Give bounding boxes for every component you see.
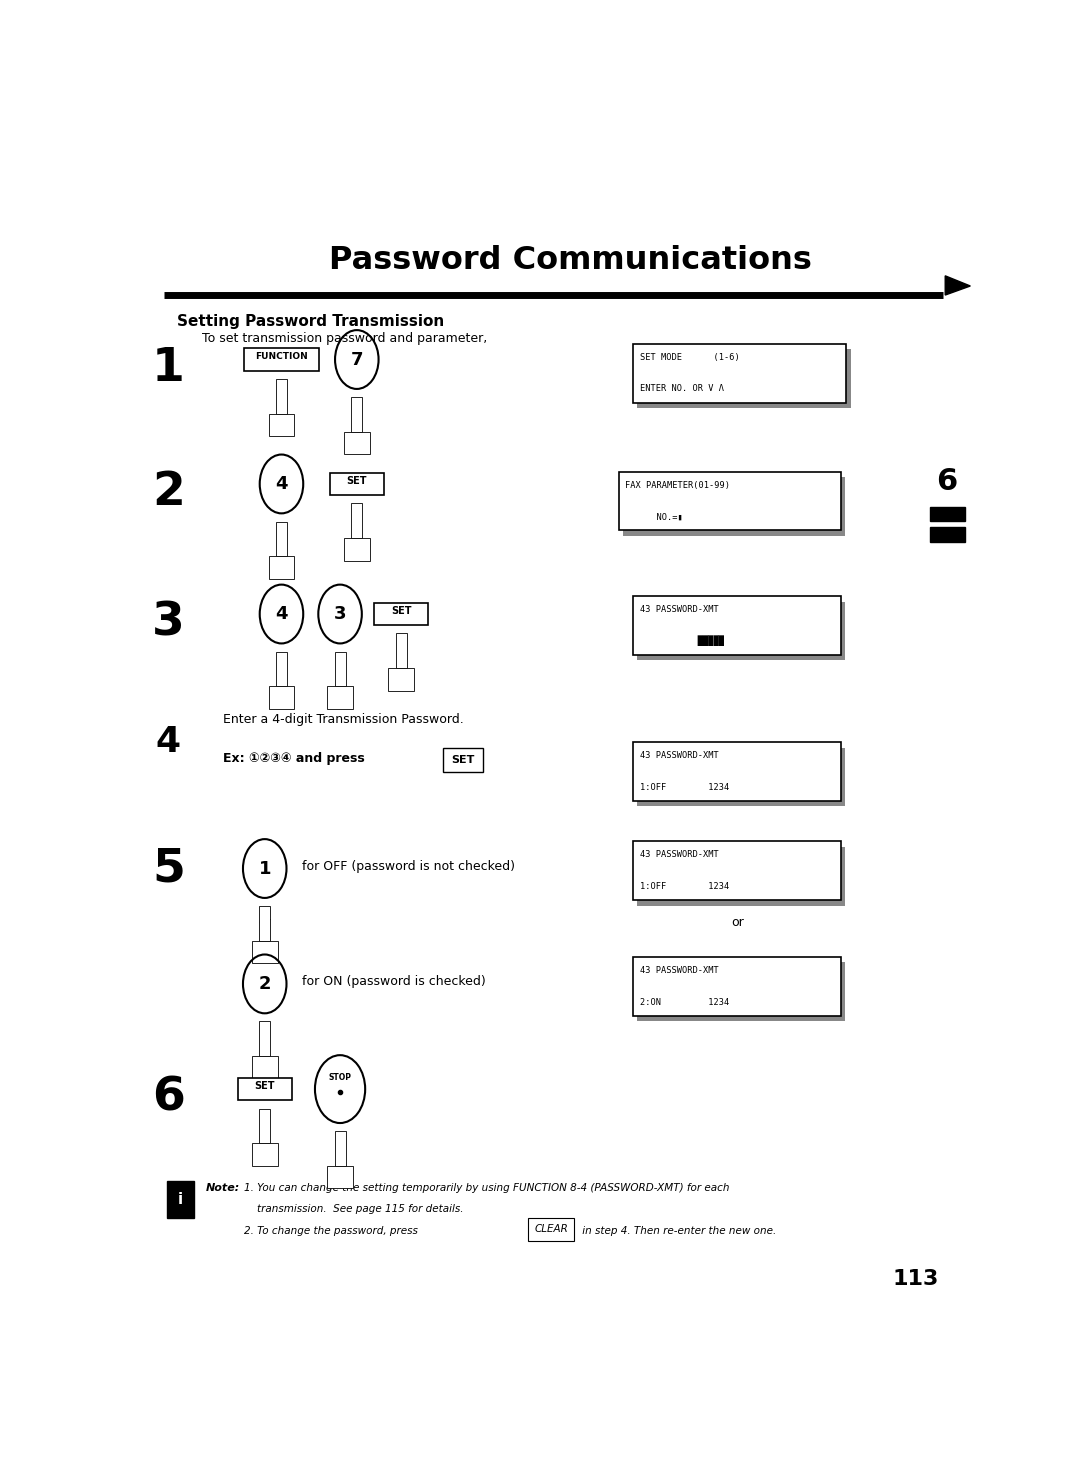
Text: 1. You can change the setting temporarily by using FUNCTION 8-4 (PASSWORD-XMT) f: 1. You can change the setting temporaril… <box>244 1183 729 1193</box>
FancyBboxPatch shape <box>327 1166 353 1188</box>
Text: 43 PASSWORD-XMT: 43 PASSWORD-XMT <box>639 851 718 859</box>
FancyBboxPatch shape <box>252 1143 278 1166</box>
Text: 3: 3 <box>334 605 347 623</box>
FancyBboxPatch shape <box>633 344 847 403</box>
FancyBboxPatch shape <box>252 942 278 964</box>
Text: 3: 3 <box>152 601 185 645</box>
Text: 2:ON         1234: 2:ON 1234 <box>639 997 729 1006</box>
Text: 1: 1 <box>152 347 185 391</box>
FancyBboxPatch shape <box>276 652 287 686</box>
FancyBboxPatch shape <box>633 842 840 900</box>
Text: for OFF (password is not checked): for OFF (password is not checked) <box>302 859 515 873</box>
FancyBboxPatch shape <box>619 472 840 530</box>
FancyBboxPatch shape <box>335 1131 346 1166</box>
Text: 113: 113 <box>892 1269 939 1290</box>
FancyBboxPatch shape <box>633 742 840 801</box>
FancyBboxPatch shape <box>276 379 287 414</box>
Text: in step 4. Then re-enter the new one.: in step 4. Then re-enter the new one. <box>579 1227 775 1235</box>
Text: Password Communications: Password Communications <box>328 245 812 276</box>
FancyBboxPatch shape <box>269 686 295 710</box>
Text: 6: 6 <box>936 467 958 497</box>
Text: SET: SET <box>255 1081 275 1090</box>
FancyBboxPatch shape <box>276 521 287 557</box>
Text: 5: 5 <box>152 846 185 892</box>
Text: ENTER NO. OR V Λ: ENTER NO. OR V Λ <box>639 385 724 394</box>
FancyBboxPatch shape <box>633 956 840 1015</box>
FancyBboxPatch shape <box>335 652 346 686</box>
FancyBboxPatch shape <box>637 962 845 1021</box>
Text: 6: 6 <box>152 1075 185 1121</box>
Text: 43 PASSWORD-XMT: 43 PASSWORD-XMT <box>639 965 718 975</box>
Text: 7: 7 <box>351 351 363 369</box>
Text: FAX PARAMETER(01-99): FAX PARAMETER(01-99) <box>625 480 730 489</box>
Text: i: i <box>177 1191 183 1208</box>
Text: transmission.  See page 115 for details.: transmission. See page 115 for details. <box>244 1205 463 1215</box>
FancyBboxPatch shape <box>269 557 295 579</box>
FancyBboxPatch shape <box>343 538 369 561</box>
FancyBboxPatch shape <box>637 748 845 806</box>
FancyBboxPatch shape <box>930 507 966 521</box>
Text: To set transmission password and parameter,: To set transmission password and paramet… <box>202 332 487 345</box>
FancyBboxPatch shape <box>389 668 414 690</box>
Text: or: or <box>258 917 271 930</box>
Text: Enter a 4-digit Transmission Password.: Enter a 4-digit Transmission Password. <box>222 712 463 726</box>
FancyBboxPatch shape <box>623 477 845 536</box>
Text: 2: 2 <box>258 975 271 993</box>
FancyBboxPatch shape <box>329 473 384 495</box>
Text: Ex: ①②③④ and press: Ex: ①②③④ and press <box>222 752 365 765</box>
Text: █████: █████ <box>639 635 724 646</box>
Text: FUNCTION: FUNCTION <box>255 351 308 360</box>
Text: Setting Password Transmission: Setting Password Transmission <box>177 314 444 329</box>
FancyBboxPatch shape <box>351 397 362 432</box>
FancyBboxPatch shape <box>637 848 845 906</box>
Text: SET: SET <box>391 605 411 616</box>
FancyBboxPatch shape <box>343 432 369 454</box>
Text: 1:OFF        1234: 1:OFF 1234 <box>639 783 729 792</box>
FancyBboxPatch shape <box>374 602 429 626</box>
Text: Note:: Note: <box>206 1183 241 1193</box>
FancyBboxPatch shape <box>637 350 851 408</box>
Text: 2: 2 <box>152 470 185 516</box>
FancyBboxPatch shape <box>633 596 840 655</box>
Text: STOP: STOP <box>328 1074 352 1083</box>
FancyBboxPatch shape <box>269 414 295 436</box>
FancyBboxPatch shape <box>238 1078 292 1100</box>
Text: NO.=▮: NO.=▮ <box>625 513 684 521</box>
FancyBboxPatch shape <box>395 633 407 668</box>
Text: 4: 4 <box>156 724 181 759</box>
FancyBboxPatch shape <box>327 686 353 710</box>
FancyBboxPatch shape <box>259 1109 270 1143</box>
FancyBboxPatch shape <box>252 1056 278 1078</box>
FancyBboxPatch shape <box>351 504 362 538</box>
FancyBboxPatch shape <box>259 906 270 942</box>
FancyBboxPatch shape <box>637 602 845 661</box>
Text: SET: SET <box>347 476 367 486</box>
Text: SET MODE      (1-6): SET MODE (1-6) <box>639 353 740 361</box>
Text: 1:OFF        1234: 1:OFF 1234 <box>639 883 729 892</box>
Text: 4: 4 <box>275 474 287 494</box>
Text: 43 PASSWORD-XMT: 43 PASSWORD-XMT <box>639 751 718 759</box>
Text: 2. To change the password, press: 2. To change the password, press <box>244 1227 418 1235</box>
Text: for ON (password is checked): for ON (password is checked) <box>302 975 486 989</box>
FancyBboxPatch shape <box>244 348 320 370</box>
Text: 4: 4 <box>275 605 287 623</box>
Text: CLEAR: CLEAR <box>535 1224 568 1234</box>
Polygon shape <box>945 276 970 295</box>
Text: or: or <box>731 917 744 930</box>
Text: 1: 1 <box>258 859 271 877</box>
Text: 43 PASSWORD-XMT: 43 PASSWORD-XMT <box>639 605 718 614</box>
FancyBboxPatch shape <box>259 1021 270 1056</box>
FancyBboxPatch shape <box>930 527 966 542</box>
Text: SET: SET <box>451 755 475 765</box>
FancyBboxPatch shape <box>166 1181 193 1218</box>
